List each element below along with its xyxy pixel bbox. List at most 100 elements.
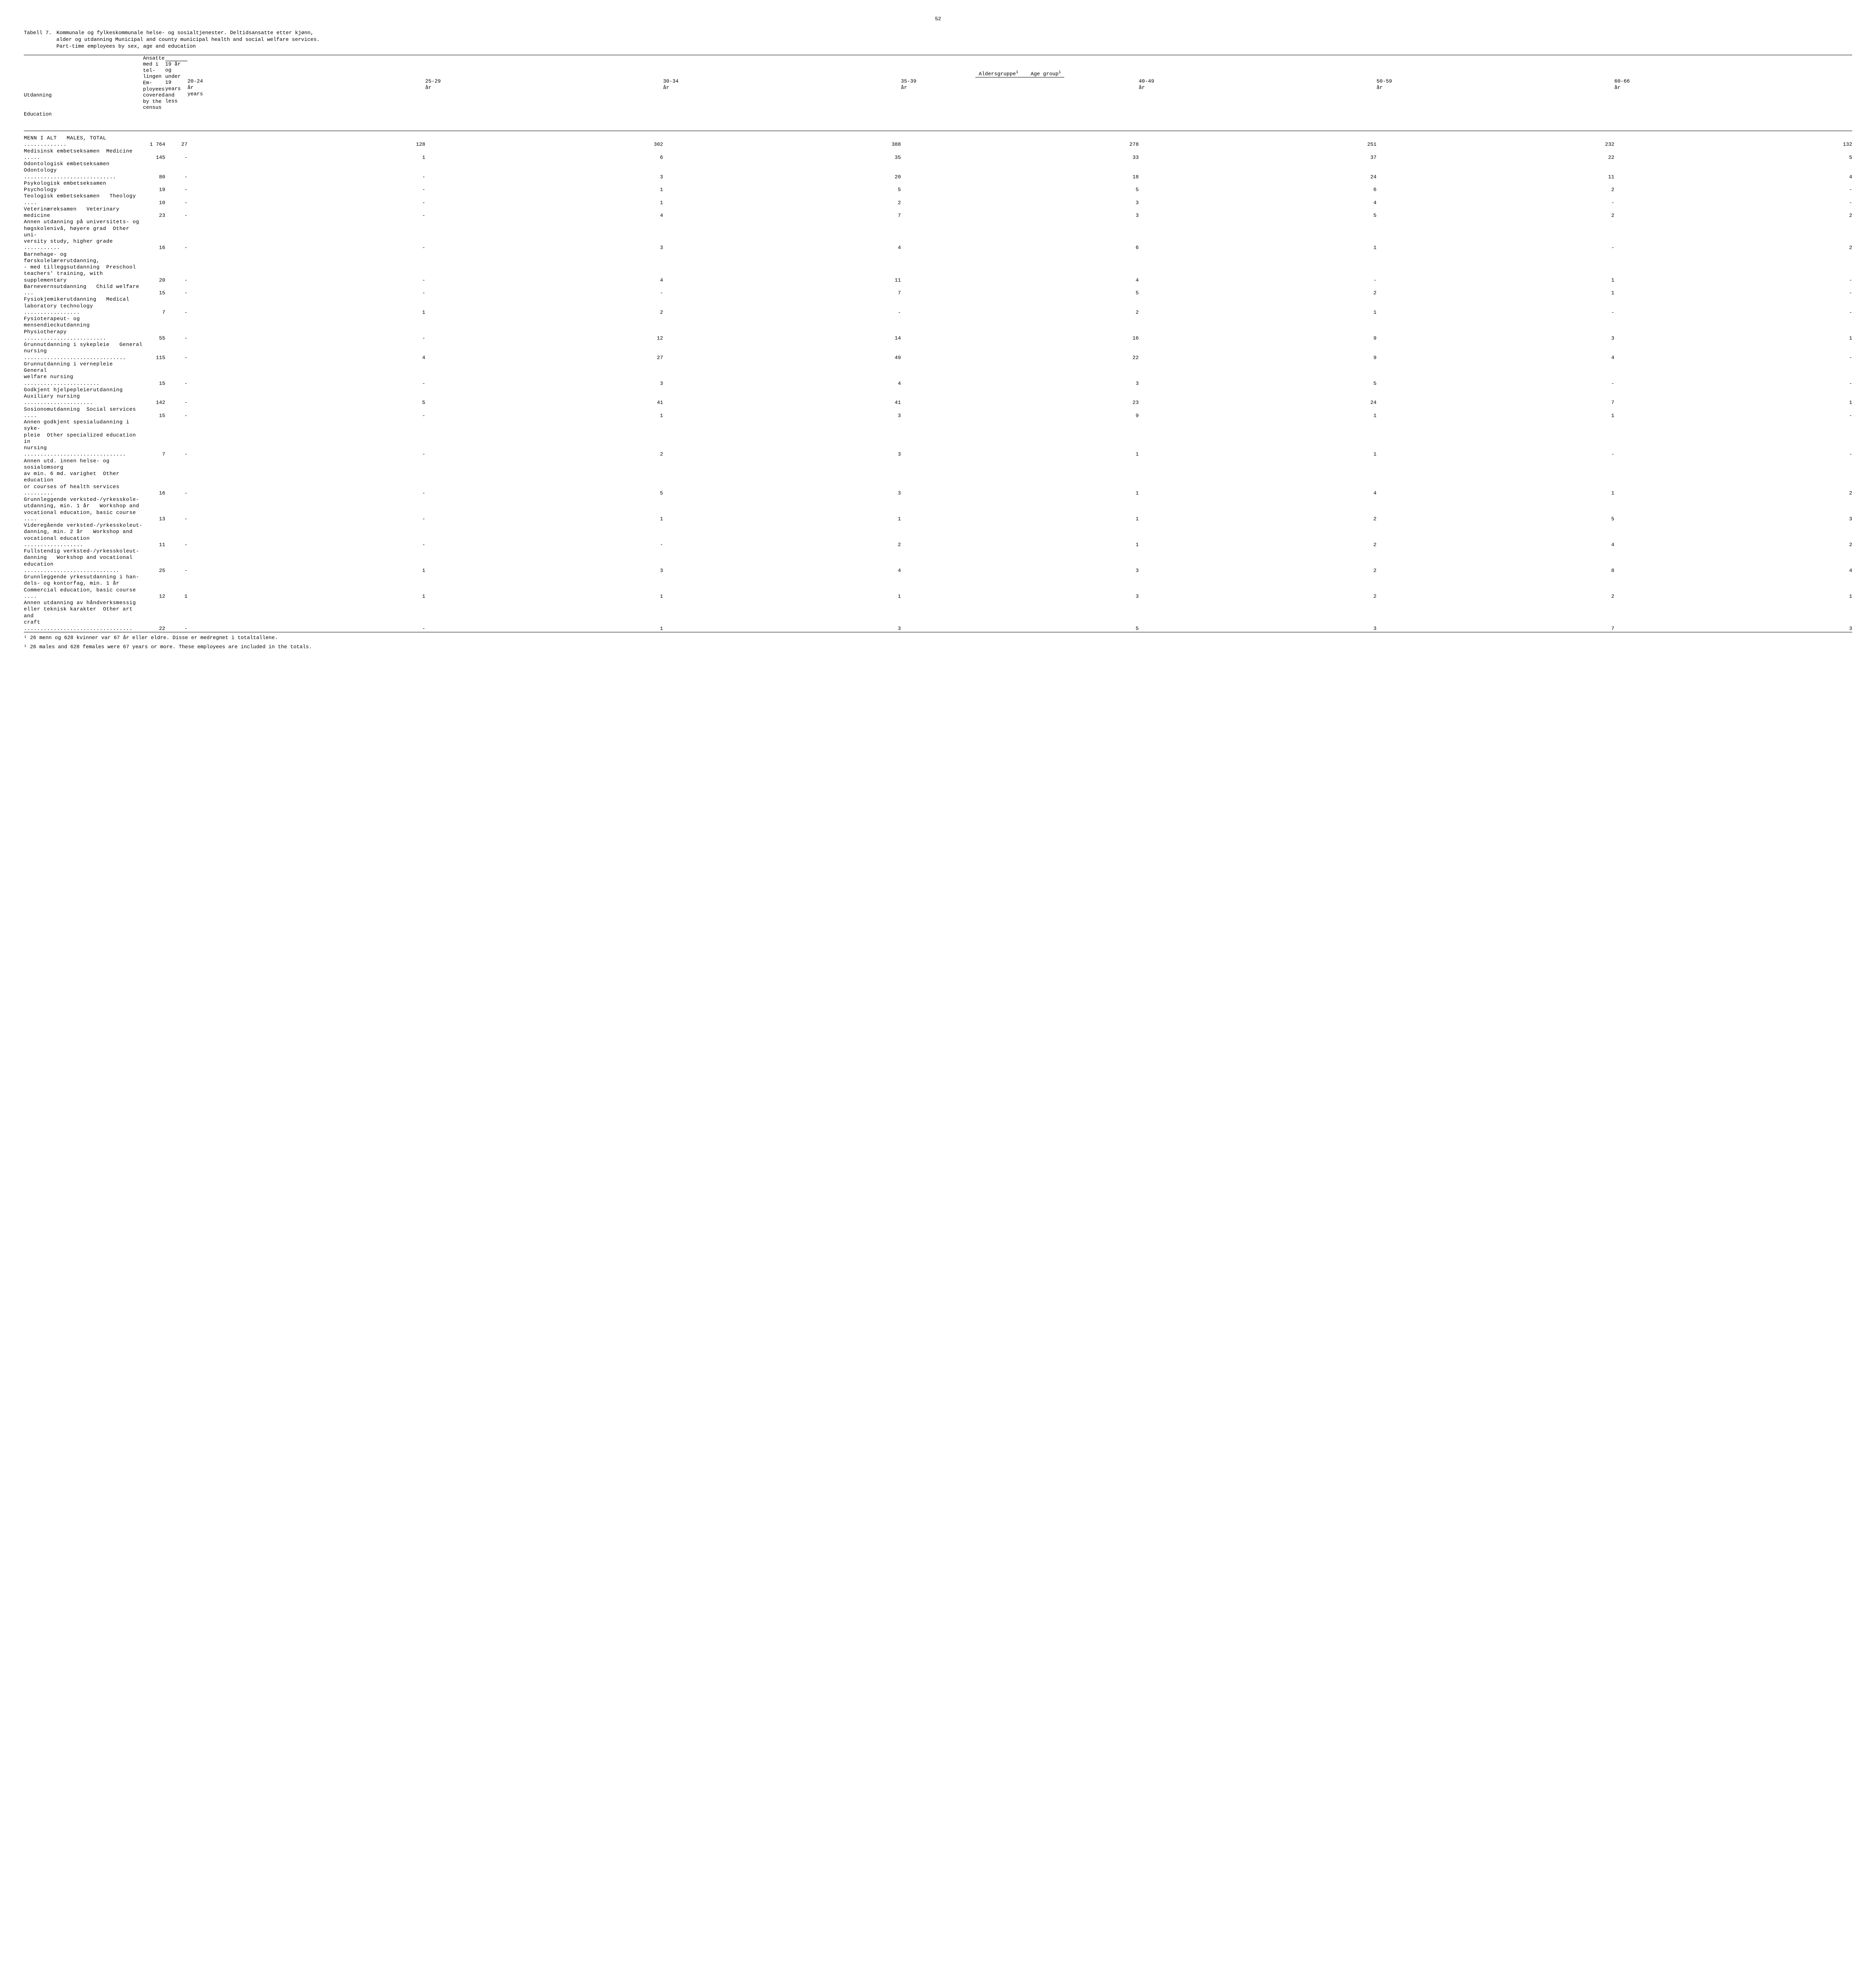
cell: -: [165, 393, 187, 406]
cell: [165, 503, 187, 509]
row-label: av min. 6 md. varighet Other education: [24, 471, 143, 484]
table-title: Tabell 7. Kommunale og fylkeskommunale h…: [24, 30, 1852, 50]
cell: [425, 458, 663, 471]
cell: [425, 548, 663, 554]
cell: [1139, 503, 1376, 509]
cell: [165, 471, 187, 484]
cell: 6: [425, 148, 663, 161]
row-label: dels- og kontorfag, min. 1 år: [24, 580, 143, 587]
cell: [425, 264, 663, 270]
cell: -: [425, 284, 663, 297]
cell: [143, 522, 165, 529]
col-total-no: Ansattemed itel-lingen: [143, 55, 165, 80]
cell: [165, 387, 187, 393]
table-row: Grunnutdanning i vernepleie General: [24, 361, 1852, 374]
cell: 11: [663, 270, 901, 284]
table-row: vocational education ..................1…: [24, 535, 1852, 549]
age-col-6: 50-59år: [1376, 78, 1614, 91]
cell: [1139, 600, 1376, 606]
cell: -: [187, 180, 425, 193]
table-row: Veterinæreksamen Veterinary medicine23--…: [24, 206, 1852, 219]
cell: -: [1614, 445, 1852, 458]
cell: [187, 342, 425, 348]
age-col-1: 20-24åryears: [187, 78, 425, 97]
cell: -: [1614, 270, 1852, 284]
span-no: Aldersgruppe: [979, 71, 1016, 77]
cell: -: [187, 619, 425, 632]
cell: 7: [663, 284, 901, 297]
cell: 5: [901, 619, 1139, 632]
cell: [165, 264, 187, 270]
cell: -: [165, 406, 187, 419]
cell: [165, 316, 187, 329]
cell: 3: [1376, 329, 1614, 342]
row-label: danning, min. 2 år Workshop and: [24, 529, 143, 535]
cell: [143, 600, 165, 606]
row-label: nursing ...............................: [24, 348, 143, 361]
cell: [1139, 219, 1376, 225]
cell: [663, 419, 901, 432]
cell: -: [165, 206, 187, 219]
cell: [143, 316, 165, 329]
row-label: teachers' training, with supplementary: [24, 270, 143, 284]
cell: 4: [1376, 348, 1614, 361]
cell: -: [187, 374, 425, 387]
cell: [143, 574, 165, 580]
cell: [143, 296, 165, 303]
cell: [663, 264, 901, 270]
cell: [901, 606, 1139, 619]
cell: 2: [1376, 587, 1614, 600]
cell: [425, 296, 663, 303]
cell: 1: [425, 587, 663, 600]
cell: -: [1614, 406, 1852, 419]
cell: [1614, 419, 1852, 432]
cell: -: [165, 329, 187, 342]
cell: 11: [1376, 167, 1614, 180]
cell: [165, 219, 187, 225]
cell: [165, 580, 187, 587]
cell: [425, 361, 663, 374]
cell: -: [165, 348, 187, 361]
cell: [165, 574, 187, 580]
cell: 1: [187, 148, 425, 161]
cell: 9: [1139, 329, 1376, 342]
cell: 11: [143, 535, 165, 549]
row-label: danning Workshop and vocational: [24, 554, 143, 561]
cell: 4: [1139, 484, 1376, 497]
cell: -: [165, 180, 187, 193]
row-label: utdanning, min. 1 år Workshop and: [24, 503, 143, 509]
cell: [143, 496, 165, 503]
cell: 5: [187, 393, 425, 406]
cell: 2: [1139, 284, 1376, 297]
cell: 7: [143, 303, 165, 316]
cell: [901, 503, 1139, 509]
cell: -: [187, 284, 425, 297]
cell: [425, 600, 663, 606]
cell: 4: [663, 374, 901, 387]
row-label: eller teknisk karakter Other art and: [24, 606, 143, 619]
cell: [187, 580, 425, 587]
cell: [663, 387, 901, 393]
cell: [187, 226, 425, 239]
table-row: teachers' training, with supplementary20…: [24, 270, 1852, 284]
cell: -: [187, 484, 425, 497]
table-row: Physiotherapy .........................5…: [24, 329, 1852, 342]
cell: [1614, 342, 1852, 348]
table-row: welfare nursing .......................1…: [24, 374, 1852, 387]
data-table: Utdanning Education Ansattemed itel-ling…: [24, 55, 1852, 633]
cell: [1614, 606, 1852, 619]
table-row: Medisinsk embetseksamen Medicine .....14…: [24, 148, 1852, 161]
cell: [1614, 296, 1852, 303]
cell: [1139, 419, 1376, 432]
cell: 16: [143, 238, 165, 251]
cell: [1376, 529, 1614, 535]
cell: [165, 529, 187, 535]
table-row: Annen godkjent spesialudanning i syke-: [24, 419, 1852, 432]
age-col-3: 30-34år: [663, 78, 901, 91]
cell: 6: [901, 238, 1139, 251]
cell: [1614, 161, 1852, 167]
cell: [187, 471, 425, 484]
table-row: Godkjent hjelpepleierutdanning: [24, 387, 1852, 393]
cell: 1: [901, 535, 1139, 549]
cell: [1376, 548, 1614, 554]
